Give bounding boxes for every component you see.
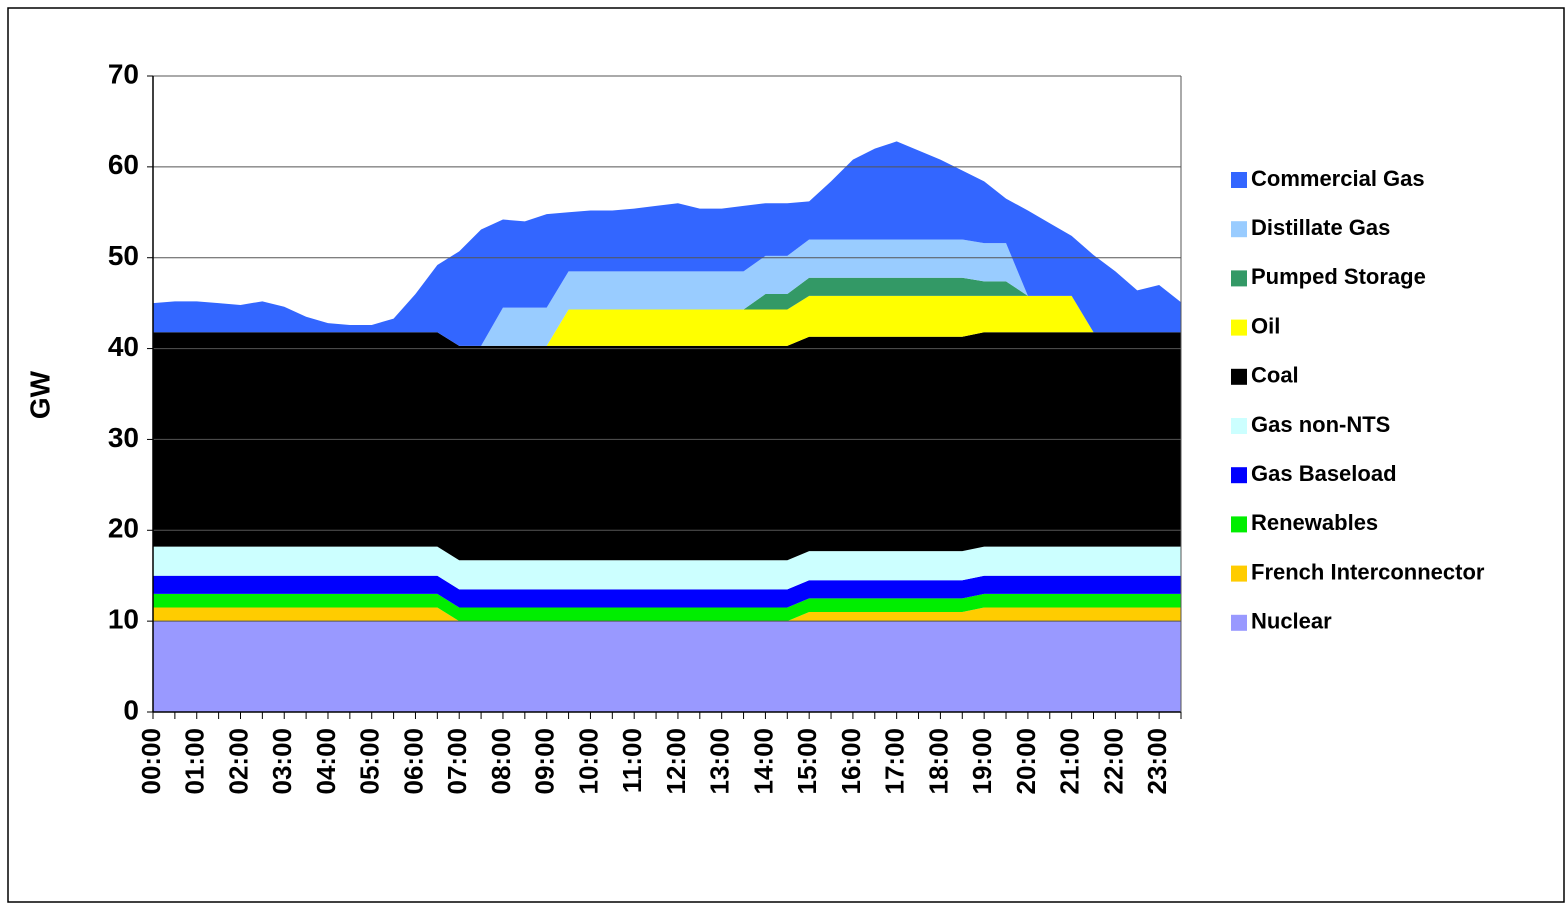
legend-label: Commercial Gas: [1251, 166, 1425, 191]
y-tick-label: 30: [108, 422, 139, 453]
legend-swatch: [1231, 270, 1247, 287]
legend-label: Oil: [1251, 313, 1280, 338]
x-tick-label: 21:00: [1055, 728, 1085, 795]
y-tick-label: 70: [108, 58, 139, 89]
legend-swatch: [1231, 172, 1247, 188]
y-tick-label: 20: [108, 513, 139, 544]
x-tick-label: 02:00: [223, 728, 253, 795]
area: [153, 277, 1181, 346]
grid: [147, 75, 1182, 719]
legend-label: Renewables: [1251, 510, 1378, 535]
legend-swatch: [1231, 467, 1247, 484]
legend-label: Gas Baseload: [1251, 461, 1397, 486]
x-tick-label: 09:00: [530, 728, 560, 795]
x-tick-label: 03:00: [267, 728, 297, 795]
x-tick-label: 08:00: [486, 728, 516, 795]
legend-label: French Interconnector: [1251, 559, 1485, 584]
x-tick-label: 20:00: [1011, 728, 1041, 795]
x-tick-label: 19:00: [967, 728, 997, 795]
y-tick-label: 10: [108, 604, 139, 635]
y-tick-label: 40: [108, 331, 139, 362]
area: [153, 607, 1181, 622]
x-tick-label: 16:00: [836, 728, 866, 795]
x-tick-label: 11:00: [617, 728, 647, 793]
y-tick-label: 50: [108, 240, 139, 271]
x-tick-label: 14:00: [748, 728, 778, 795]
areas: [153, 141, 1181, 712]
legend-label: Coal: [1251, 363, 1299, 388]
legend-label: Gas non-NTS: [1251, 412, 1390, 437]
legend-swatch: [1231, 221, 1247, 238]
legend-swatch: [1231, 368, 1247, 385]
legend-swatch: [1231, 418, 1247, 434]
legend-swatch: [1231, 516, 1247, 533]
legend-label: Distillate Gas: [1251, 215, 1390, 240]
x-tick-label: 00:00: [136, 728, 166, 795]
x-tick-label: 23:00: [1142, 728, 1172, 795]
legend-swatch: [1231, 565, 1247, 582]
x-tick-label: 04:00: [311, 728, 341, 795]
area: [153, 332, 1181, 561]
x-tick-label: 07:00: [442, 728, 472, 795]
x-tick-label: 22:00: [1098, 728, 1128, 795]
area: [153, 546, 1181, 590]
x-tick-label: 15:00: [792, 728, 822, 795]
x-tick-label: 17:00: [880, 728, 910, 795]
x-tick-label: 05:00: [355, 728, 385, 795]
legend-swatch: [1231, 614, 1247, 631]
legend-label: Pumped Storage: [1251, 264, 1426, 289]
y-axis-label: GW: [24, 370, 55, 419]
x-tick-label: 18:00: [923, 728, 953, 795]
x-tick-label: 06:00: [398, 728, 428, 795]
x-tick-label: 12:00: [661, 728, 691, 795]
y-tick-label: 0: [123, 694, 139, 725]
area: [153, 141, 1181, 346]
area: [153, 575, 1181, 608]
x-tick-label: 10:00: [573, 728, 603, 795]
x-tick-label: 01:00: [180, 728, 210, 795]
area: [153, 295, 1181, 346]
area: [153, 239, 1181, 346]
legend-swatch: [1231, 319, 1247, 336]
x-tick-label: 13:00: [705, 728, 735, 795]
legend-label: Nuclear: [1251, 609, 1332, 634]
y-tick-label: 60: [108, 149, 139, 180]
area: [153, 621, 1181, 712]
